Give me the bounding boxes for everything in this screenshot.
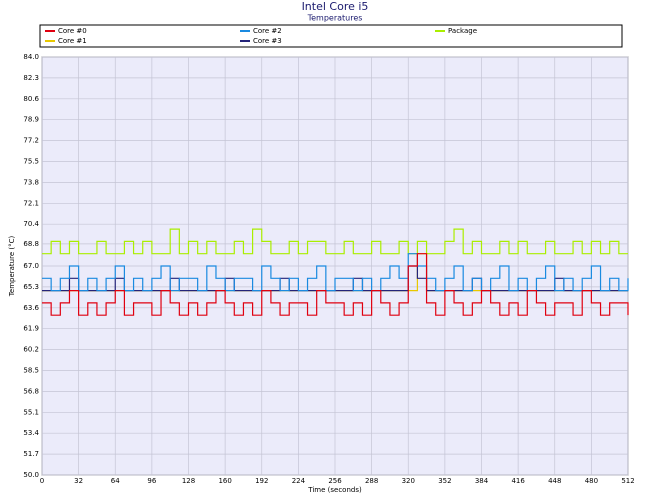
y-axis-label: Temperature (°C) <box>8 236 16 298</box>
y-tick-label: 72.1 <box>23 199 39 207</box>
legend-label: Package <box>448 27 477 35</box>
x-tick-label: 128 <box>182 477 195 485</box>
y-tick-label: 63.6 <box>23 304 39 312</box>
y-tick-label: 78.9 <box>23 116 39 124</box>
y-tick-label: 84.0 <box>23 53 39 61</box>
x-tick-label: 32 <box>74 477 83 485</box>
x-tick-label: 64 <box>111 477 120 485</box>
y-tick-label: 55.1 <box>23 408 39 416</box>
x-tick-label: 160 <box>218 477 231 485</box>
series-line <box>42 253 629 316</box>
x-tick-label: 224 <box>292 477 306 485</box>
legend-box <box>39 24 623 48</box>
x-tick-label: 320 <box>402 477 415 485</box>
x-tick-label: 352 <box>438 477 451 485</box>
x-tick-label: 288 <box>365 477 378 485</box>
legend-label: Core #2 <box>253 27 282 35</box>
y-tick-label: 80.6 <box>23 95 39 103</box>
y-tick-label: 70.4 <box>23 220 39 228</box>
x-tick-label: 192 <box>255 477 268 485</box>
y-tick-label: 51.7 <box>23 450 39 458</box>
x-axis-label: Time (seconds) <box>307 486 362 494</box>
y-tick-label: 75.5 <box>23 158 39 166</box>
y-tick-label: 67.0 <box>23 262 39 270</box>
y-tick-label: 58.5 <box>23 367 39 375</box>
y-tick-label: 61.9 <box>23 325 39 333</box>
x-tick-label: 256 <box>328 477 342 485</box>
y-tick-label: 68.8 <box>23 240 39 248</box>
chart-subtitle: Temperatures <box>307 14 363 23</box>
y-tick-label: 50.0 <box>23 471 39 479</box>
x-tick-label: 384 <box>475 477 489 485</box>
y-tick-label: 53.4 <box>23 429 39 437</box>
legend-label: Core #0 <box>58 27 87 35</box>
y-tick-label: 56.8 <box>23 387 39 395</box>
x-tick-label: 0 <box>40 477 44 485</box>
x-tick-label: 480 <box>585 477 598 485</box>
x-tick-label: 416 <box>511 477 525 485</box>
y-tick-label: 73.8 <box>23 178 39 186</box>
series-line <box>42 228 628 255</box>
y-tick-label: 82.3 <box>23 74 39 82</box>
y-tick-label: 60.2 <box>23 346 39 354</box>
x-tick-label: 448 <box>548 477 561 485</box>
x-tick-label: 512 <box>621 477 634 485</box>
legend-label: Core #1 <box>58 37 87 45</box>
y-tick-label: 65.3 <box>23 283 39 291</box>
y-tick-label: 77.2 <box>23 137 39 145</box>
chart-title: Intel Core i5 <box>302 0 369 13</box>
series-line <box>42 253 629 292</box>
legend-label: Core #3 <box>253 37 282 45</box>
x-tick-label: 96 <box>147 477 156 485</box>
